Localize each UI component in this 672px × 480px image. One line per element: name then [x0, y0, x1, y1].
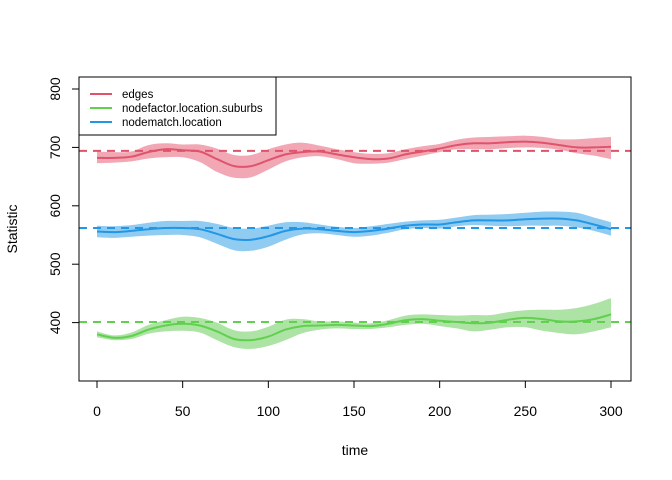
- y-tick-label: 400: [47, 311, 63, 335]
- y-tick-label: 700: [47, 136, 63, 160]
- legend-label-nodefactor-location-suburbs: nodefactor.location.suburbs: [122, 103, 263, 115]
- y-tick-label: 500: [47, 252, 63, 276]
- x-tick-label: 50: [175, 403, 191, 419]
- x-tick-label: 300: [599, 403, 623, 419]
- y-tick-label: 600: [47, 194, 63, 218]
- legend-label-nodematch-location: nodematch.location: [122, 117, 222, 129]
- nodematch-location-line: [96, 217, 612, 241]
- x-tick-label: 100: [257, 403, 281, 419]
- edges-line: [96, 140, 612, 168]
- y-tick-label: 800: [47, 77, 63, 101]
- x-tick-label: 150: [342, 403, 366, 419]
- x-axis-title: time: [342, 442, 369, 458]
- x-tick-label: 200: [428, 403, 452, 419]
- series-lines: [96, 140, 612, 342]
- confidence-bands: [97, 135, 611, 349]
- x-tick-label: 0: [93, 403, 101, 419]
- nodefactor-location-suburbs-line: [96, 313, 612, 342]
- legend: edges nodefactor.location.suburbs nodematc…: [78, 76, 277, 136]
- y-axis-title: Statistic: [4, 204, 20, 253]
- legend-box: [78, 76, 277, 136]
- axes: 0 50 100 150 200 250 300 400 500 600 700 800: [47, 77, 623, 419]
- x-tick-label: 250: [514, 403, 538, 419]
- legend-label-edges: edges: [122, 89, 154, 101]
